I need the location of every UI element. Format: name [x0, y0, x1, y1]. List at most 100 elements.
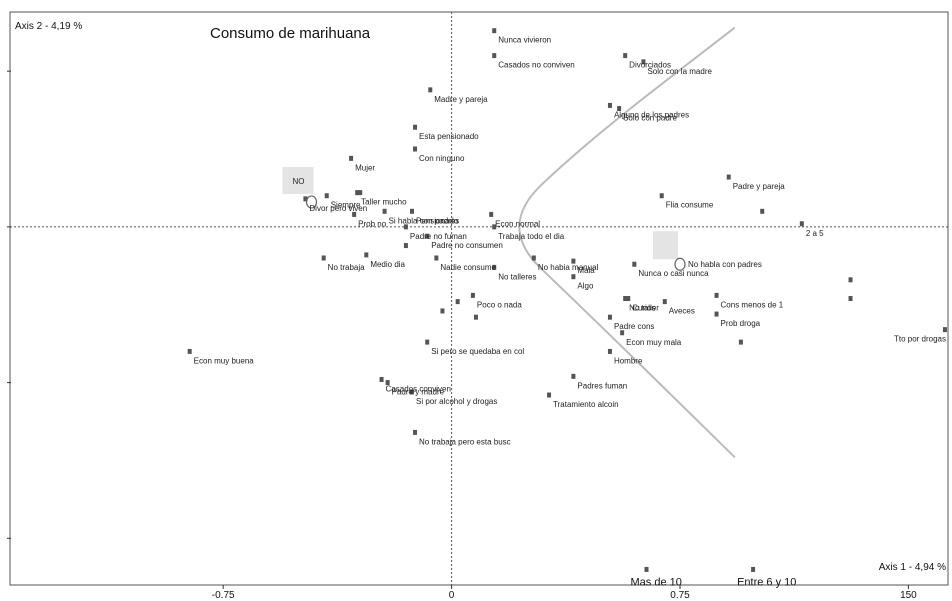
point-medio-dia [364, 252, 369, 258]
point-label-si-pero-se-quedaba-en-col: Si pero se quedaba en col [431, 347, 524, 356]
point-casados-conviven [379, 376, 384, 382]
point-label-medio-dia: Medio dia [370, 260, 405, 269]
unlabeled-point-3 [848, 296, 853, 301]
point-label-aveces: Aveces [669, 307, 695, 316]
point-casados-no-conviven [492, 53, 497, 59]
point-label-algo: Algo [577, 282, 594, 291]
point-label-alguno-de-los-padres: Alguno de los padres [614, 110, 689, 119]
unlabeled-point-5 [473, 314, 478, 320]
point-solo-con-la-madre [641, 59, 646, 65]
point-label-si-por-alcohol-y-drogas: Si por alcohol y drogas [416, 397, 497, 406]
point-hombre [607, 348, 612, 354]
point-padre-no-consumen [425, 233, 430, 239]
point-padres-fuman [571, 373, 576, 379]
point-no-talleres [492, 264, 497, 270]
point-alguno-de-los-padres [607, 102, 612, 108]
point-label-trabaja-todo-el-dia: Trabaja todo el dia [498, 232, 565, 241]
point-label-prob-no: Prob no [358, 219, 387, 228]
point-curios [626, 296, 631, 301]
unlabeled-point-8 [440, 308, 445, 314]
point-label-madre-y-pareja: Madre y pareja [434, 95, 488, 104]
point-padre-y-pareja [726, 174, 731, 180]
point-no-trabaja-pero-esta-busc [413, 429, 418, 435]
x-tick-label: 0.75 [670, 590, 690, 601]
point-label-mala: Mala [577, 266, 595, 275]
x-tick-label: 150 [900, 590, 917, 601]
point-label-no-taller: No taller [629, 304, 659, 313]
point-tratamiento-alcoin [547, 392, 552, 398]
point-label-2-a-5: 2 a 5 [806, 229, 824, 238]
point-label-mujer: Mujer [355, 163, 375, 172]
point-label-nunca-vivieron: Nunca vivieron [498, 36, 551, 45]
point-label-taller-mucho: Taller mucho [361, 198, 407, 207]
point-divor-pero-viven [303, 196, 308, 202]
point-si-por-alcohol-y-drogas [410, 389, 414, 395]
point-madre-y-pareja [428, 87, 433, 93]
point-trabaja-todo-el-dia [492, 224, 497, 230]
point-pensionado [410, 208, 414, 214]
unlabeled-point-7 [403, 243, 408, 249]
unlabeled-point-2 [848, 277, 853, 283]
point-taller-mucho [355, 190, 360, 196]
point-no-taller [623, 296, 628, 301]
point-label-flia-consume: Flia consume [666, 201, 714, 210]
point-label-padre-no-consumen: Padre no consumen [431, 241, 503, 250]
point-nunca-vivieron [492, 28, 497, 34]
point-label-padre-y-madre: Padre y madre [392, 388, 445, 397]
x-axis-label: Axis 1 - 4,94 % [879, 562, 946, 573]
point-label-curios: Curios [632, 304, 655, 313]
point-econ-normal [489, 211, 494, 217]
point-padre-y-madre [385, 380, 390, 386]
point-algo [571, 274, 576, 280]
point-con-ninguno [413, 146, 418, 152]
cluster-ring-no [305, 195, 318, 209]
x-tick-label: 0 [449, 590, 455, 601]
point-label-padre-y-pareja: Padre y pareja [733, 182, 786, 191]
point-label-con-ninguno: Con ninguno [419, 154, 465, 163]
point-label-nunca-o-casi-nunca: Nunca o casi nunca [638, 269, 709, 278]
point-esta-pensionado [413, 124, 418, 130]
y-axis-label: Axis 2 - 4,19 % [15, 21, 82, 32]
point-nadie-consume [434, 255, 439, 261]
point-cons-menos-de-1 [714, 292, 719, 298]
point-label-casados-no-conviven: Casados no conviven [498, 61, 575, 70]
point-label-nadie-consume: Nadie consume [440, 263, 496, 272]
point-divorciados [623, 53, 628, 59]
point-label-siempre: Siempre [331, 201, 361, 210]
point-label-padres-fuman: Padres fuman [577, 381, 627, 390]
cluster-label-no-habla-con-padres: No habla con padres [688, 260, 762, 269]
point-siempre [324, 193, 329, 199]
point-mas-de-10 [644, 566, 649, 572]
point-poco-o-nada [470, 292, 475, 298]
point-label-padre-no-fuman: Padre no fuman [410, 232, 467, 241]
point-nunca-o-casi-nunca [632, 261, 637, 267]
point-padre-no-fuman [403, 224, 408, 230]
point-label-econ-normal: Econ normal [495, 219, 540, 228]
point-padre-cons [607, 314, 612, 320]
point-label-no-trabaja-pero-esta-busc: No trabaja pero esta busc [419, 437, 511, 446]
point-econ-muy-mala [620, 330, 625, 336]
unlabeled-point-1 [760, 208, 765, 214]
point-label-pensionado: Pensionado [416, 216, 459, 225]
cluster-label-no: NO [293, 177, 305, 186]
point-label-mas-de-10: Mas de 10 [631, 576, 682, 588]
point-label-esta-pensionado: Esta pensionado [419, 132, 479, 141]
chart-title: Consumo de marihuana [210, 25, 371, 42]
point-si-habla-con-padres [382, 208, 387, 214]
point-label-si-habla-con-padres: Si habla con padres [389, 216, 460, 225]
point-label-prob-droga: Prob droga [721, 319, 761, 328]
cluster-box-no [282, 166, 314, 194]
cluster-ring-no-habla-con-padres [674, 257, 686, 271]
plot-frame [9, 11, 949, 586]
point-label-tto-por-drogas: Tto por drogas [894, 335, 946, 344]
point-si-pero-se-quedaba-en-col [425, 339, 430, 345]
point-2-a-5 [799, 221, 804, 227]
cluster-box-no-habla-con-padres [653, 231, 678, 260]
point-label-cons-menos-de-1: Cons menos de 1 [721, 300, 784, 309]
point-label-divor-pero-viven: Divor pero viven [309, 204, 367, 213]
point-no-habia-manual [531, 255, 536, 261]
fitted-curve [518, 26, 736, 459]
point-econ-muy-buena [187, 348, 192, 354]
point-label-divorciados: Divorciados [629, 61, 671, 70]
unlabeled-point-4 [738, 339, 743, 345]
